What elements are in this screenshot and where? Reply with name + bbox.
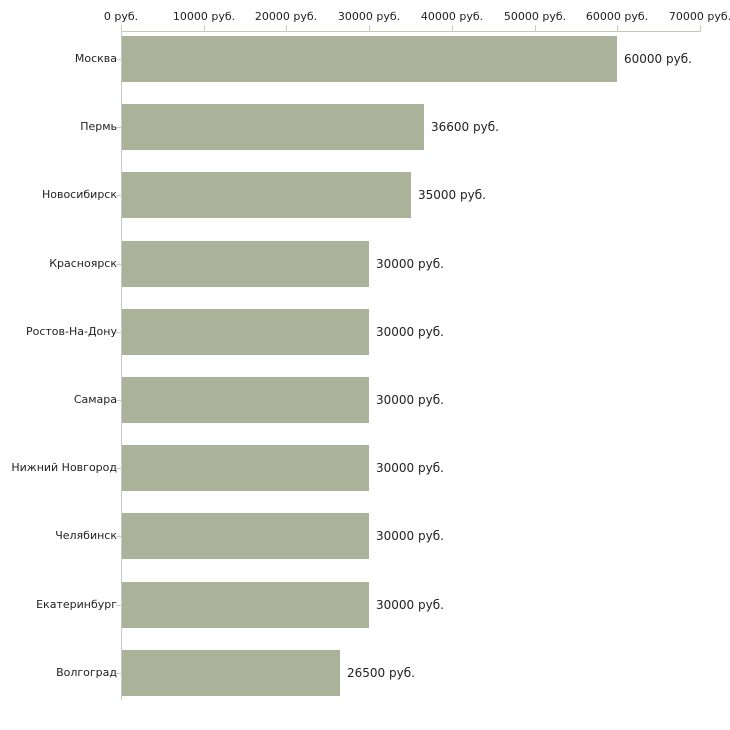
x-axis-tick (617, 25, 618, 31)
value-label: 30000 руб. (376, 598, 444, 612)
category-label: Нижний Новгород (11, 461, 117, 474)
x-axis-tick-label: 40000 руб. (420, 10, 484, 23)
category-tick (116, 332, 121, 333)
category-tick (116, 605, 121, 606)
category-tick (116, 673, 121, 674)
category-label: Новосибирск (41, 188, 117, 201)
bar (122, 582, 369, 628)
x-axis-tick-label: 10000 руб. (172, 10, 236, 23)
bar (122, 172, 411, 218)
value-label: 30000 руб. (376, 529, 444, 543)
x-axis-tick-label: 20000 руб. (254, 10, 318, 23)
category-tick (116, 264, 121, 265)
category-tick (116, 59, 121, 60)
x-axis-tick (452, 25, 453, 31)
x-axis-tick-label: 60000 руб. (585, 10, 649, 23)
y-axis-line (121, 31, 122, 700)
category-tick (116, 400, 121, 401)
category-label: Красноярск (49, 257, 117, 270)
value-label: 35000 руб. (418, 188, 486, 202)
category-tick (116, 468, 121, 469)
bar (122, 377, 369, 423)
bar (122, 445, 369, 491)
bar (122, 650, 340, 696)
x-axis-tick-label: 30000 руб. (337, 10, 401, 23)
category-label: Волгоград (56, 666, 117, 679)
x-axis-tick (535, 25, 536, 31)
category-label: Екатеринбург (36, 598, 117, 611)
x-axis-tick (286, 25, 287, 31)
category-label: Москва (74, 52, 117, 65)
category-label: Челябинск (55, 529, 117, 542)
x-axis-tick-label: 70000 руб. (668, 10, 730, 23)
value-label: 30000 руб. (376, 257, 444, 271)
category-tick (116, 127, 121, 128)
bar (122, 309, 369, 355)
x-axis-tick (369, 25, 370, 31)
value-label: 36600 руб. (431, 120, 499, 134)
category-label: Ростов-На-Дону (25, 325, 117, 338)
category-tick (116, 195, 121, 196)
category-label: Пермь (80, 120, 117, 133)
x-axis-tick (121, 25, 122, 31)
value-label: 60000 руб. (624, 52, 692, 66)
x-axis-tick (204, 25, 205, 31)
category-label: Самара (73, 393, 117, 406)
bar (122, 104, 424, 150)
value-label: 26500 руб. (347, 666, 415, 680)
value-label: 30000 руб. (376, 461, 444, 475)
x-axis-tick (700, 25, 701, 31)
bar (122, 36, 617, 82)
x-axis-line (121, 31, 701, 32)
bar (122, 241, 369, 287)
bar (122, 513, 369, 559)
x-axis-tick-label: 0 руб. (103, 10, 139, 23)
x-axis-tick-label: 50000 руб. (503, 10, 567, 23)
value-label: 30000 руб. (376, 393, 444, 407)
value-label: 30000 руб. (376, 325, 444, 339)
category-tick (116, 536, 121, 537)
